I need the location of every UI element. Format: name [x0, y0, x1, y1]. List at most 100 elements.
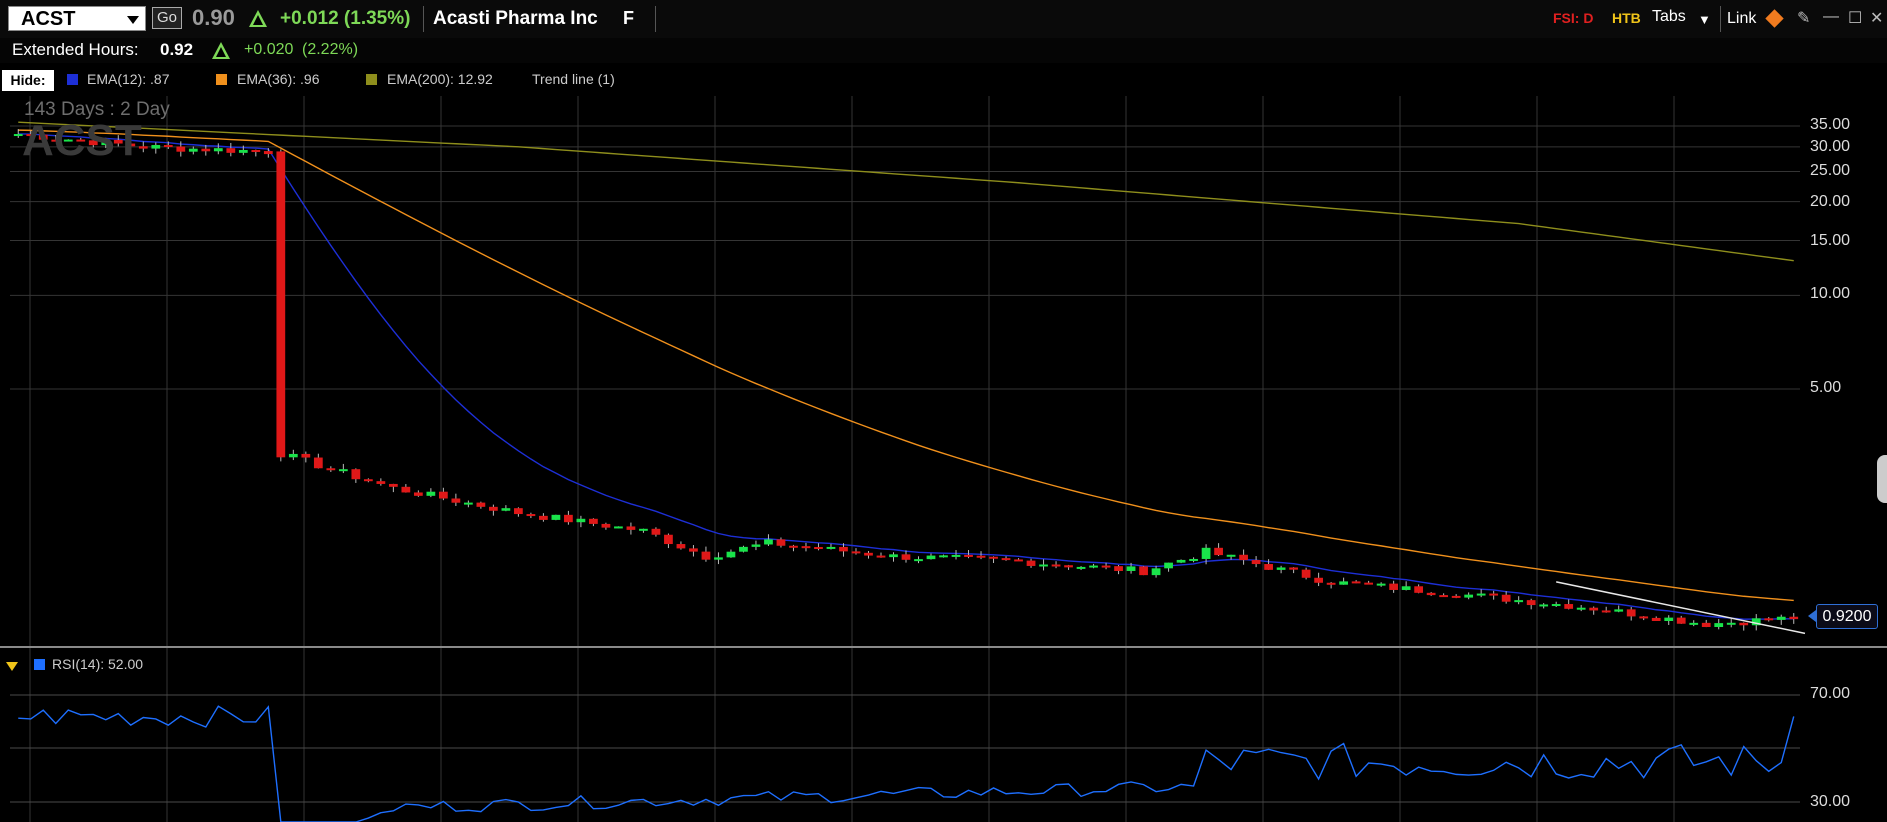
ema200-label[interactable]: EMA(200): 12.92 [387, 71, 493, 87]
candle-body [163, 145, 173, 148]
candle-body [1301, 569, 1311, 578]
candle-body [989, 556, 998, 559]
candle-body [776, 539, 786, 546]
candle-body [313, 457, 323, 469]
minimize-icon[interactable]: — [1823, 8, 1839, 25]
candle-body [939, 555, 948, 558]
candle-body [288, 453, 298, 458]
candle-body [401, 486, 411, 493]
candle-body [714, 557, 723, 560]
hide-button[interactable]: Hide: [2, 70, 54, 91]
go-button[interactable]: Go [152, 7, 182, 29]
candle-body [151, 145, 161, 149]
candle-body [589, 518, 598, 524]
ema12-swatch[interactable] [67, 74, 78, 85]
collapse-triangle-icon[interactable] [6, 662, 18, 671]
ema36-swatch[interactable] [216, 74, 227, 85]
chart-grid [0, 96, 1887, 822]
candle-body [276, 151, 286, 458]
candle-body [964, 554, 973, 557]
flag-label: F [623, 8, 634, 28]
candle-body [26, 134, 36, 137]
candle-body [1251, 560, 1261, 565]
candle-body [1726, 622, 1736, 625]
candle-body [801, 546, 811, 549]
symbol-text: ACST [21, 8, 76, 30]
ema36-line [18, 129, 1794, 602]
candle-body [1139, 566, 1148, 576]
candle-body [338, 469, 348, 472]
candle-body [138, 146, 148, 149]
candle-body [1601, 610, 1611, 613]
last-price: 0.90 [192, 5, 235, 30]
candle-body [1514, 600, 1524, 603]
ema36-label[interactable]: EMA(36): .96 [237, 71, 320, 87]
edit-icon[interactable]: ✎ [1797, 10, 1811, 27]
extended-hours-row: Extended Hours: 0.92 +0.020 (2.22%) [0, 38, 1887, 63]
candle-body [413, 492, 423, 496]
ema200-swatch[interactable] [366, 74, 377, 85]
candle-body [1064, 565, 1073, 568]
candle-body [976, 555, 986, 558]
candle-body [876, 555, 886, 558]
candle-body [1014, 559, 1023, 562]
candle-body [1401, 586, 1411, 590]
candle-body [1339, 581, 1348, 585]
candle-body [76, 139, 86, 142]
candle-body [1426, 592, 1436, 596]
candle-body [1176, 559, 1186, 563]
candle-body [1776, 616, 1786, 620]
candle-body [1276, 567, 1286, 570]
candle-body [476, 502, 486, 507]
candle-body [1764, 618, 1774, 621]
ema12-label[interactable]: EMA(12): .87 [87, 71, 170, 87]
chevron-down-icon[interactable] [127, 16, 139, 24]
side-panel-handle[interactable] [1877, 455, 1887, 503]
extended-hours-label: Extended Hours: [12, 40, 139, 59]
candle-body [789, 545, 798, 548]
tabs-button[interactable]: Tabs [1652, 8, 1686, 25]
trendline-label[interactable]: Trend line (1) [532, 71, 615, 87]
candle-body [101, 139, 111, 146]
double-chevron-down-icon[interactable]: ▼ [1698, 12, 1711, 27]
extended-hours-change: +0.020 [244, 41, 294, 58]
rsi-line [18, 705, 1795, 822]
candle-body [213, 148, 223, 152]
candle-body [1489, 593, 1499, 596]
candle-body [426, 491, 436, 496]
candle-body [38, 134, 48, 140]
candle-body [301, 453, 311, 458]
candle-body [376, 481, 386, 484]
candle-body [839, 546, 848, 552]
candle-body [1551, 604, 1561, 607]
price-axis-label: 5.00 [1810, 379, 1842, 396]
candle-body [1076, 566, 1086, 569]
candle-body [739, 546, 748, 552]
candle-body [639, 528, 648, 531]
candle-body [914, 559, 923, 562]
candle-body [489, 506, 498, 511]
candle-body [651, 528, 661, 535]
close-icon[interactable]: ✕ [1870, 10, 1884, 27]
candle-body [664, 534, 673, 545]
candle-body [1026, 560, 1036, 566]
maximize-icon[interactable]: ☐ [1848, 10, 1863, 27]
candle-body [438, 491, 448, 499]
candle-body [201, 148, 211, 152]
candle-body [1451, 595, 1461, 598]
link-button[interactable]: Link [1727, 10, 1757, 27]
indicator-legend: Hide: EMA(12): .87 EMA(36): .96 EMA(200)… [0, 66, 1887, 92]
candle-body [388, 483, 398, 487]
candle-body [1351, 581, 1361, 584]
ema200-line [18, 121, 1794, 262]
candle-body [951, 554, 961, 557]
candle-body [1039, 564, 1048, 567]
symbol-input[interactable]: ACST [8, 6, 146, 31]
price-axis-label: 30.00 [1810, 138, 1851, 155]
candle-body [1739, 622, 1749, 626]
extended-hours-change-pct: (2.22%) [302, 41, 359, 58]
rsi-label[interactable]: RSI(14): 52.00 [52, 656, 144, 672]
candle-body [1464, 594, 1474, 598]
fsi-label: FSI: D [1553, 10, 1594, 26]
